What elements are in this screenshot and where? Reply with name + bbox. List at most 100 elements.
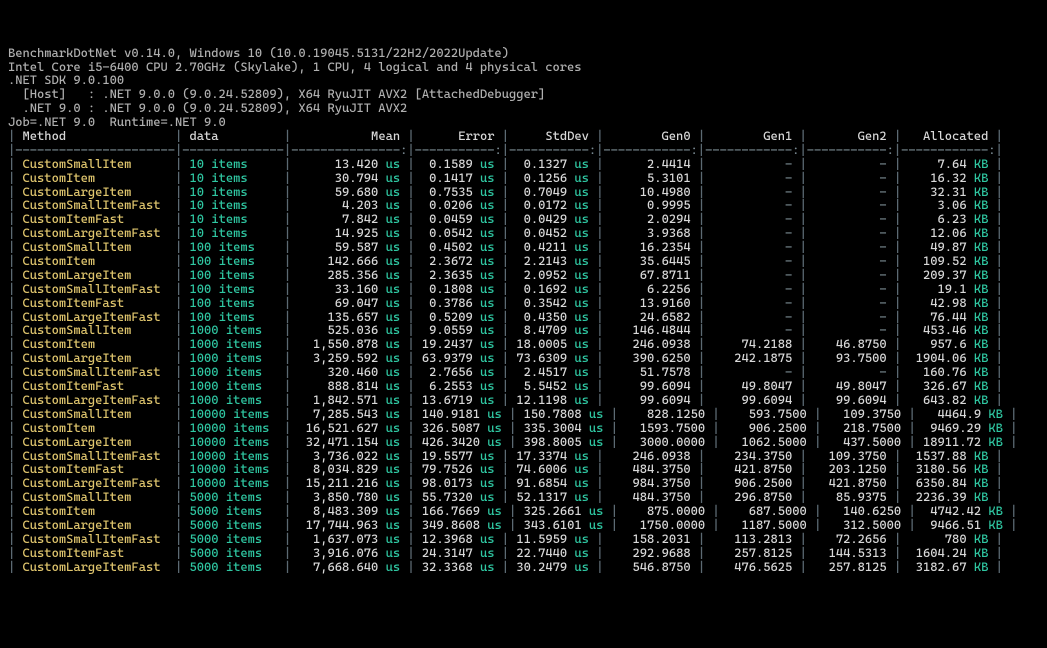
cell-data: 10 items xyxy=(190,170,277,185)
cell-gen2: 312.5000 xyxy=(829,517,902,532)
cell-gen1: - xyxy=(712,267,792,282)
cell-gen0: 0.9995 xyxy=(611,197,691,212)
cell-data: 10 items xyxy=(190,156,277,171)
cell-gen1: 74.2188 xyxy=(712,336,792,351)
cell-gen0: 99.6094 xyxy=(611,378,691,393)
table-row: | CustomLargeItemFast | 10 items | 14.92… xyxy=(8,226,1039,240)
cell-gen2: - xyxy=(814,184,887,199)
cell-gen1: 1187.5000 xyxy=(727,517,807,532)
cell-gen2: 46.8750 xyxy=(814,336,887,351)
table-row: | CustomSmallItemFast | 10000 items | 3,… xyxy=(8,449,1039,463)
cell-gen0: 246.0938 xyxy=(611,448,691,463)
cell-gen1: 1062.5000 xyxy=(727,434,807,449)
cell-data: 10000 items xyxy=(190,434,277,449)
cell-gen2: - xyxy=(814,211,887,226)
cell-gen0: 67.8711 xyxy=(611,267,691,282)
cell-data: 5000 items xyxy=(190,489,277,504)
cell-gen2: - xyxy=(814,170,887,185)
cell-data: 1000 items xyxy=(190,378,277,393)
cell-data: 100 items xyxy=(190,239,277,254)
table-row: | CustomItemFast | 100 items | 69.047 us… xyxy=(8,296,1039,310)
terminal-output: BenchmarkDotNet v0.14.0, Windows 10 (10.… xyxy=(8,46,1039,574)
cell-gen2: 144.5313 xyxy=(814,545,887,560)
table-row: | CustomLargeItem | 1000 items | 3,259.5… xyxy=(8,351,1039,365)
cell-gen1: - xyxy=(712,281,792,296)
table-row: | CustomSmallItem | 10 items | 13.420 us… xyxy=(8,157,1039,171)
env-header: .NET SDK 9.0.100 xyxy=(8,73,1039,87)
table-row: | CustomItemFast | 10 items | 7.842 us |… xyxy=(8,212,1039,226)
table-row: | CustomSmallItemFast | 5000 items | 1,6… xyxy=(8,532,1039,546)
table-row: | CustomItem | 10000 items | 16,521.627 … xyxy=(8,421,1039,435)
cell-gen2: - xyxy=(814,267,887,282)
cell-gen2: - xyxy=(814,322,887,337)
cell-gen1: 906.2500 xyxy=(712,475,792,490)
cell-gen1: - xyxy=(712,156,792,171)
cell-method: CustomLargeItemFast xyxy=(23,559,168,574)
col-allocated: Allocated xyxy=(908,128,988,143)
cell-gen0: 246.0938 xyxy=(611,336,691,351)
cell-gen1: 296.8750 xyxy=(712,489,792,504)
env-header: [Host] : .NET 9.0.0 (9.0.24.52809), X64 … xyxy=(8,87,1039,101)
cell-gen1: - xyxy=(712,253,792,268)
cell-method: CustomSmallItemFast xyxy=(23,531,168,546)
table-row: | CustomSmallItemFast | 1000 items | 320… xyxy=(8,365,1039,379)
col-gen2: Gen2 xyxy=(814,128,887,143)
cell-method: CustomSmallItem xyxy=(23,489,168,504)
cell-gen2: 72.2656 xyxy=(814,531,887,546)
cell-data: 1000 items xyxy=(190,364,277,379)
cell-gen2: 218.7500 xyxy=(829,420,902,435)
cell-gen0: 292.9688 xyxy=(611,545,691,560)
cell-gen0: 1593.7500 xyxy=(625,420,705,435)
cell-method: CustomItemFast xyxy=(23,211,168,226)
cell-method: CustomLargeItemFast xyxy=(23,225,168,240)
cell-gen0: 5.3101 xyxy=(611,170,691,185)
cell-gen1: 906.2500 xyxy=(727,420,807,435)
cell-data: 100 items xyxy=(190,253,277,268)
cell-gen1: - xyxy=(712,295,792,310)
cell-method: CustomItem xyxy=(23,503,168,518)
cell-gen1: 113.2813 xyxy=(712,531,792,546)
cell-method: CustomLargeItem xyxy=(23,350,168,365)
cell-gen0: 10.4980 xyxy=(611,184,691,199)
cell-gen1: 234.3750 xyxy=(712,448,792,463)
cell-gen0: 828.1250 xyxy=(625,406,705,421)
cell-method: CustomLargeItemFast xyxy=(23,475,168,490)
cell-method: CustomSmallItemFast xyxy=(23,448,168,463)
cell-data: 100 items xyxy=(190,295,277,310)
cell-method: CustomLargeItem xyxy=(23,184,168,199)
cell-data: 5000 items xyxy=(190,559,277,574)
cell-gen2: - xyxy=(814,253,887,268)
cell-gen2: - xyxy=(814,309,887,324)
cell-method: CustomItem xyxy=(23,253,168,268)
cell-data: 10000 items xyxy=(190,448,277,463)
cell-gen0: 13.9160 xyxy=(611,295,691,310)
job-line: Job=.NET 9.0 Runtime=.NET 9.0 xyxy=(8,115,1039,129)
table-row: | CustomLargeItem | 10000 items | 32,471… xyxy=(8,435,1039,449)
cell-method: CustomSmallItem xyxy=(23,239,168,254)
col-mean: Mean xyxy=(298,128,400,143)
table-row: | CustomLargeItem | 100 items | 285.356 … xyxy=(8,268,1039,282)
cell-gen2: - xyxy=(814,295,887,310)
cell-gen1: 687.5000 xyxy=(727,503,807,518)
cell-data: 5000 items xyxy=(190,531,277,546)
table-header: | Method | data | Mean | Error | StdDev … xyxy=(8,129,1039,143)
cell-gen2: - xyxy=(814,281,887,296)
cell-data: 10 items xyxy=(190,225,277,240)
cell-gen0: 2.4414 xyxy=(611,156,691,171)
cell-gen2: 421.8750 xyxy=(814,475,887,490)
table-row: | CustomItem | 5000 items | 8,483.309 us… xyxy=(8,504,1039,518)
cell-gen2: 49.8047 xyxy=(814,378,887,393)
table-row: | CustomItemFast | 5000 items | 3,916.07… xyxy=(8,546,1039,560)
cell-data: 10 items xyxy=(190,211,277,226)
table-row: | CustomLargeItemFast | 5000 items | 7,6… xyxy=(8,560,1039,574)
cell-gen1: 593.7500 xyxy=(727,406,807,421)
cell-gen0: 16.2354 xyxy=(611,239,691,254)
table-row: | CustomItemFast | 10000 items | 8,034.8… xyxy=(8,462,1039,476)
col-data: data xyxy=(190,128,277,143)
table-row: | CustomSmallItemFast | 100 items | 33.1… xyxy=(8,282,1039,296)
cell-gen0: 546.8750 xyxy=(611,559,691,574)
cell-gen2: - xyxy=(814,225,887,240)
col-method: Method xyxy=(23,128,168,143)
cell-method: CustomSmallItemFast xyxy=(23,197,168,212)
cell-method: CustomItem xyxy=(23,420,168,435)
